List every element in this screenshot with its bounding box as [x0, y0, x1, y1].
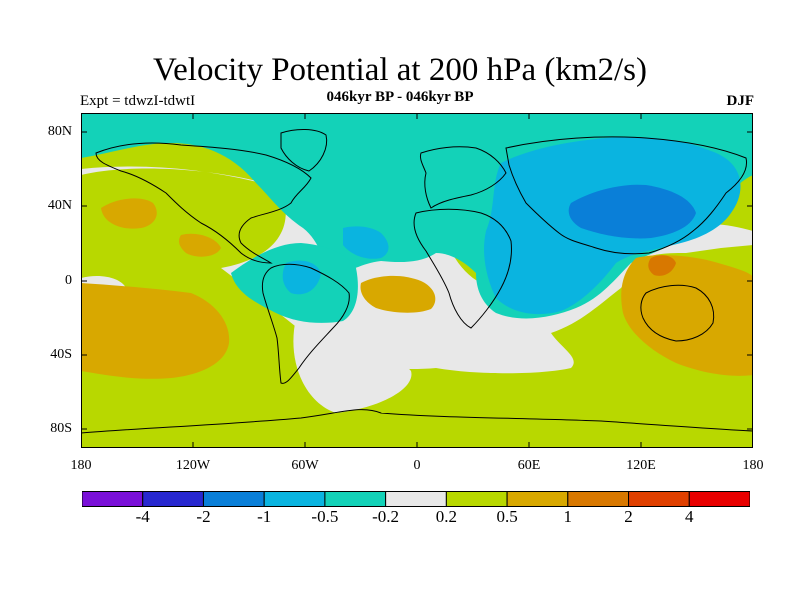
- colorbar-label: -1: [257, 507, 272, 526]
- positive-mid-region: [178, 233, 221, 257]
- colorbar-swatch: [628, 491, 690, 507]
- colorbar-swatch: [82, 491, 144, 507]
- colorbar-label: 4: [685, 507, 694, 526]
- positive-mid-region: [101, 198, 157, 229]
- colorbar-swatch: [445, 491, 508, 507]
- colorbar-swatch: [263, 491, 326, 507]
- antarctica-coast: [81, 409, 753, 434]
- lon-label-0: 0: [413, 458, 421, 473]
- asia-coast: [505, 136, 748, 255]
- europe-coast: [420, 146, 507, 209]
- south-america-coast: [261, 263, 350, 384]
- map-title: Velocity Potential at 200 hPa (km2/s): [152, 52, 648, 88]
- negative-mid-region: [343, 226, 389, 259]
- lat-label-40n: 40N: [47, 198, 72, 213]
- colorbar-swatch: [324, 491, 387, 507]
- lat-label-0: 0: [65, 273, 72, 288]
- lon-label-60w: 60W: [291, 458, 319, 473]
- velocity-potential-map: [81, 113, 753, 448]
- colorbar-swatch: [688, 491, 750, 507]
- neutral-region: [293, 317, 412, 413]
- positive-mid-region: [360, 275, 436, 313]
- tick-marks: [81, 113, 753, 448]
- negative-strong-region: [568, 184, 696, 239]
- colorbar-label: 1: [563, 507, 573, 526]
- lat-label-80s: 80S: [50, 421, 72, 436]
- colorbar-label: -0.5: [311, 507, 339, 526]
- positive-strong-region: [648, 255, 676, 276]
- coastlines: [81, 129, 753, 434]
- lon-label-180w: 180: [70, 458, 92, 473]
- colorbar-label: 2: [624, 507, 633, 526]
- greenland-coast: [280, 129, 328, 172]
- map-subtitle: 046kyr BP - 046kyr BP: [326, 89, 474, 105]
- positive-mid-region: [81, 283, 230, 379]
- experiment-label: Expt = tdwzI-tdwtI: [80, 93, 196, 109]
- colorbar-swatch: [506, 491, 569, 507]
- colorbar-label: 0.2: [435, 507, 458, 526]
- positive-mid-region: [621, 255, 753, 376]
- colorbar-swatch: [142, 491, 204, 507]
- colorbar-label: -4: [135, 507, 150, 526]
- lon-label-120e: 120E: [626, 458, 656, 473]
- lat-label-80n: 80N: [47, 124, 72, 139]
- colorbar-label: 0.5: [496, 507, 518, 526]
- negative-mid-region: [282, 260, 321, 295]
- lon-label-180e: 180: [742, 458, 764, 473]
- lat-label-40s: 40S: [50, 347, 72, 362]
- africa-coast: [413, 208, 512, 329]
- colorbar-label: -0.2: [372, 507, 400, 526]
- australia-coast: [640, 284, 715, 342]
- neutral-region: [81, 166, 753, 374]
- colorbar-swatch: [202, 491, 265, 507]
- season-label: DJF: [726, 93, 755, 109]
- colorbar-swatch: [385, 491, 447, 507]
- colorbar-label: -2: [196, 507, 211, 526]
- lon-label-120w: 120W: [175, 458, 211, 473]
- colorbar-swatch: [567, 491, 630, 507]
- colorbar: [82, 491, 750, 507]
- lon-label-60e: 60E: [517, 458, 541, 473]
- north-america-coast: [95, 142, 312, 264]
